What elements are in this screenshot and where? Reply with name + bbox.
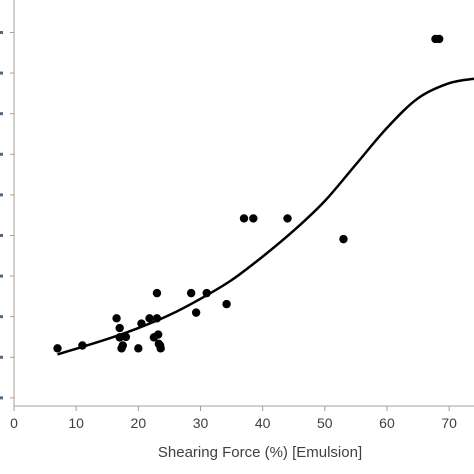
x-tick-label: 20	[131, 415, 147, 431]
data-point	[118, 341, 127, 350]
data-point	[434, 34, 444, 44]
data-points	[53, 34, 444, 353]
data-point	[222, 299, 231, 309]
data-point	[339, 234, 348, 244]
x-tick-label: 70	[441, 415, 457, 431]
data-point	[115, 323, 124, 333]
data-point	[154, 330, 163, 339]
data-point	[78, 341, 87, 350]
data-point	[115, 333, 124, 342]
x-tick-label: 30	[193, 415, 209, 431]
y-tick-label-fragment	[0, 30, 3, 34]
y-tick-label-fragment	[0, 112, 3, 116]
y-tick-label-fragment	[0, 396, 3, 400]
x-tick-label: 40	[255, 415, 271, 431]
y-tick-label-fragment	[0, 71, 3, 75]
data-point	[249, 214, 258, 223]
x-axis-title: Shearing Force (%) [Emulsion]	[158, 444, 362, 461]
data-point	[53, 344, 62, 353]
y-tick-label-fragment	[0, 233, 3, 237]
fit-curve-line	[57, 77, 474, 356]
data-point	[145, 314, 154, 323]
y-tick-label-fragment	[0, 152, 3, 156]
data-point	[186, 288, 196, 298]
y-tick-label-fragment	[0, 193, 3, 197]
y-tick-label-fragment	[0, 274, 3, 278]
x-tick-label: 0	[10, 415, 18, 431]
y-tick-label-fragment	[0, 315, 3, 319]
y-tick-label-fragment	[0, 355, 3, 359]
x-tick-label: 10	[68, 415, 84, 431]
data-point	[191, 308, 201, 317]
data-point	[239, 214, 249, 223]
data-point	[156, 344, 165, 353]
x-tick-label: 60	[379, 415, 395, 431]
data-point	[121, 332, 131, 342]
data-point	[152, 314, 162, 323]
y-ticks	[0, 30, 14, 400]
data-point	[202, 288, 211, 298]
data-point	[137, 319, 146, 328]
data-point	[283, 214, 292, 223]
x-ticks: 0 10 20 30 40 50 60 70	[10, 406, 457, 431]
data-point	[134, 344, 143, 353]
x-tick-label: 50	[317, 415, 333, 431]
data-point	[112, 314, 121, 323]
data-point	[152, 288, 162, 298]
